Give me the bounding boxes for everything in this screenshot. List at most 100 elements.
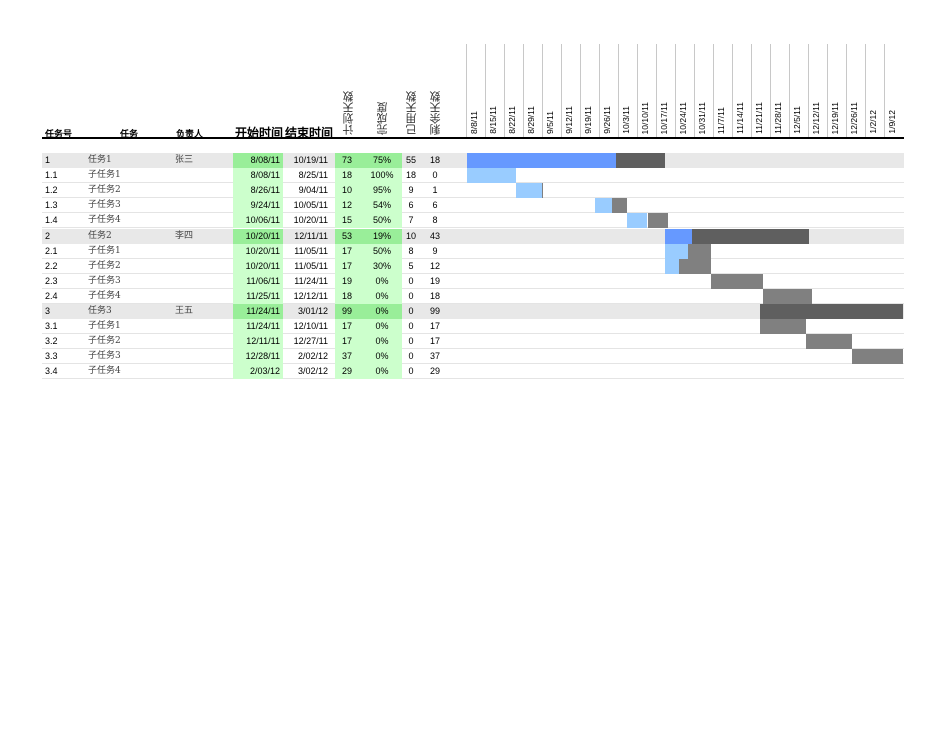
used-days: 55 [405,155,416,165]
progress-percent: 0% [362,304,402,319]
subtask-row[interactable]: 1.1 子任务1 8/08/11 8/25/11 18 100% 18 0 [42,168,904,184]
task-row[interactable]: 3 任务3 王五 11/24/11 3/01/12 99 0% 0 99 [42,304,904,319]
task-name: 子任务2 [88,336,121,347]
week-gridline [485,44,486,138]
subtask-row[interactable]: 1.2 子任务2 8/26/11 9/04/11 10 95% 9 1 [42,183,904,199]
subtask-row[interactable]: 3.4 子任务4 2/03/12 3/02/12 29 0% 0 29 [42,364,904,380]
planned-days: 53 [335,228,362,244]
header-start: 开始时间 [235,126,284,140]
used-days: 18 [405,170,416,181]
task-name: 子任务1 [88,170,121,181]
week-gridline [637,44,638,138]
header-used: 已用天数 [405,91,418,135]
subtask-row[interactable]: 1.4 子任务4 10/06/11 10/20/11 15 50% 7 8 [42,213,904,229]
week-label: 8/8/11 [469,110,479,134]
week-gridline [884,44,885,138]
end-date: 12/11/11 [294,230,328,241]
task-name: 任务3 [88,306,112,316]
subtask-row[interactable]: 3.3 子任务3 12/28/11 2/02/12 37 0% 0 37 [42,349,904,365]
week-gridline [789,44,790,138]
planned-days: 73 [335,153,362,168]
week-gridline [656,44,657,138]
task-id: 3 [45,306,51,316]
week-label: 10/24/11 [678,101,688,134]
gantt-bar-completed [515,183,542,199]
start-date: 8/08/11 [233,153,283,168]
planned-days: 15 [335,213,362,229]
start-date: 10/20/11 [233,243,283,259]
week-gridline [827,44,828,138]
end-date: 3/01/12 [297,306,328,316]
used-days: 0 [408,366,414,377]
used-days: 0 [408,290,414,301]
header-end: 结束时间 [285,126,334,140]
task-name: 子任务4 [88,215,121,226]
week-gridline [580,44,581,138]
week-label: 11/21/11 [754,102,764,134]
week-label: 9/12/11 [564,106,574,134]
week-gridline [865,44,866,138]
used-days: 0 [408,336,414,347]
gantt-bar-remaining [612,198,628,214]
task-owner: 张三 [175,155,194,165]
week-gridline [561,44,562,138]
used-days: 0 [408,306,414,316]
planned-days: 29 [335,364,362,380]
week-gridline [808,44,809,138]
end-date: 3/02/12 [297,366,328,377]
subtask-row[interactable]: 3.1 子任务1 11/24/11 12/10/11 17 0% 0 17 [42,319,904,335]
subtask-row[interactable]: 3.2 子任务2 12/11/11 12/27/11 17 0% 0 17 [42,334,904,350]
header-divider [42,137,904,139]
header-owner: 负责人 [176,129,204,139]
end-date: 11/05/11 [294,245,328,256]
gantt-bar-remaining [678,258,712,274]
task-row[interactable]: 1 任务1 张三 8/08/11 10/19/11 73 75% 55 18 [42,153,904,168]
progress-percent: 100% [362,168,402,184]
start-date: 10/20/11 [233,228,283,244]
subtask-row[interactable]: 1.3 子任务3 9/24/11 10/05/11 12 54% 6 6 [42,198,904,214]
week-gridline [751,44,752,138]
task-row[interactable]: 2 任务2 李四 10/20/11 12/11/11 53 19% 10 43 [42,228,904,244]
header-planned: 计划天数 [342,91,355,135]
start-date: 12/28/11 [233,349,283,365]
progress-percent: 95% [362,183,402,199]
subtask-row[interactable]: 2.4 子任务4 11/25/11 12/12/11 18 0% 0 18 [42,288,904,304]
gantt-bar-completed [627,213,648,229]
task-id: 1.1 [45,170,58,181]
end-date: 11/24/11 [294,275,328,286]
planned-days: 17 [335,319,362,335]
gantt-bar-remaining [760,319,807,335]
end-date: 10/19/11 [293,155,328,165]
end-date: 10/20/11 [293,215,328,226]
header-task-id: 任务号 [45,129,73,139]
subtask-row[interactable]: 2.3 子任务3 11/06/11 11/24/11 19 0% 0 19 [42,273,904,289]
week-label: 9/5/11 [545,110,555,134]
planned-days: 12 [335,198,362,214]
gantt-bar-completed [594,198,613,214]
week-gridline [523,44,524,138]
end-date: 8/25/11 [298,170,328,181]
progress-percent: 0% [362,319,402,335]
remaining-days: 43 [429,230,440,241]
end-date: 10/05/11 [293,200,328,211]
start-date: 2/03/12 [233,364,283,380]
end-date: 2/02/12 [297,351,328,362]
week-label: 10/17/11 [659,101,669,134]
week-gridline [846,44,847,138]
week-gridline [599,44,600,138]
task-owner: 王五 [175,306,194,316]
gantt-bar-remaining [647,213,668,229]
used-days: 5 [408,260,414,271]
subtask-row[interactable]: 2.1 子任务1 10/20/11 11/05/11 17 50% 8 9 [42,243,904,259]
remaining-days: 6 [432,200,438,211]
week-label: 9/26/11 [602,106,612,134]
subtask-row[interactable]: 2.2 子任务2 10/20/11 11/05/11 17 30% 5 12 [42,258,904,274]
remaining-days: 29 [429,366,440,377]
task-name: 任务2 [88,230,112,241]
task-name: 子任务2 [88,260,121,271]
gantt-bar-completed [665,243,689,259]
start-date: 8/08/11 [233,168,283,184]
gantt-bar-remaining [541,183,543,199]
remaining-days: 9 [432,245,438,256]
